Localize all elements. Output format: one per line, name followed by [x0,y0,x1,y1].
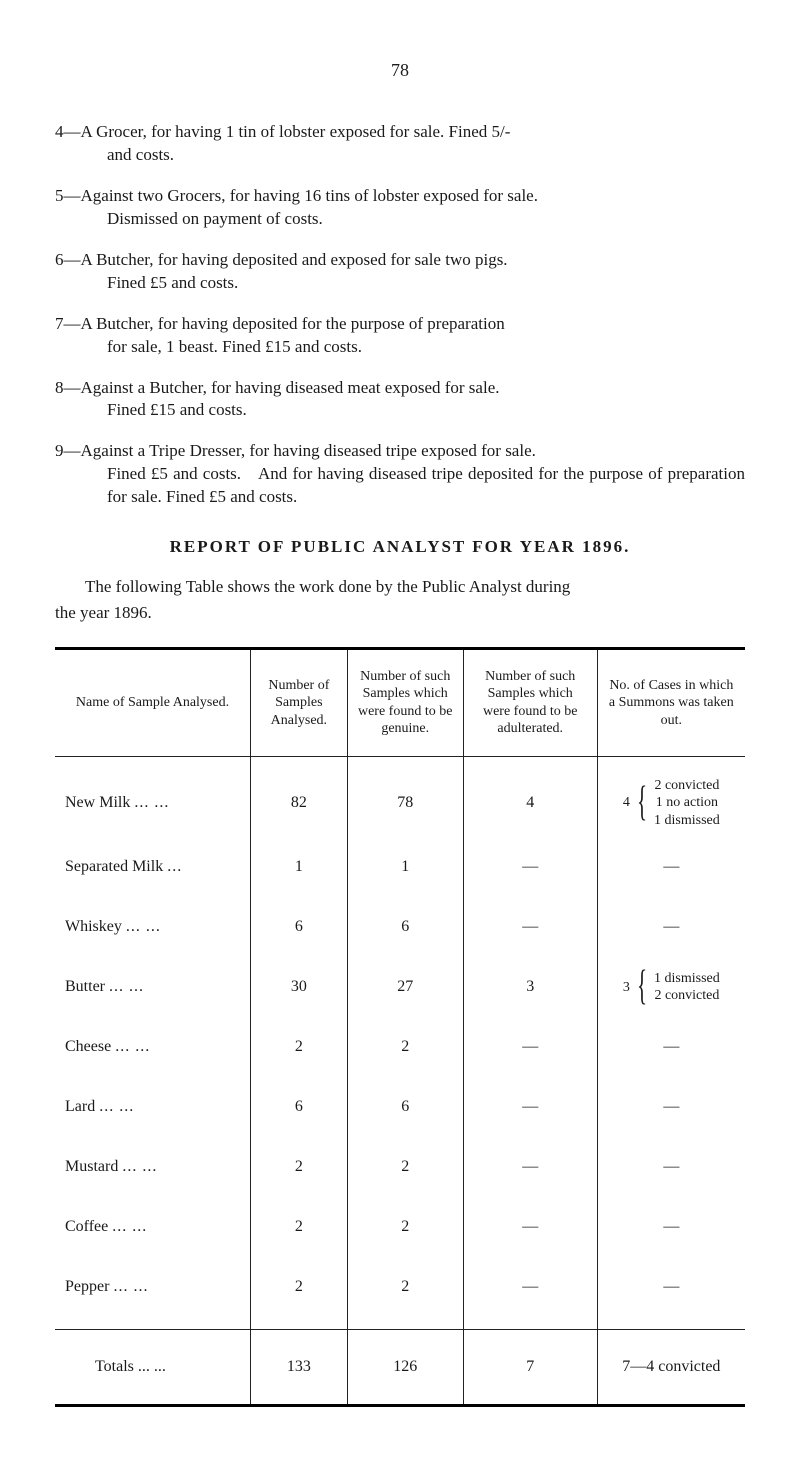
cell-cases: 3{1 dismissed2 convicted [597,957,745,1017]
analyst-table: Name of Sample Analysed. Number of Sampl… [55,647,745,1408]
table-row: Coffee ... ...22—— [55,1197,745,1257]
spacer-row [55,756,745,769]
cell-cases: — [597,1197,745,1257]
cell-genuine: 6 [347,897,463,957]
item-cont: for sale, 1 beast. Fined £15 and costs. [55,336,745,359]
cell-adulterated: — [463,1257,597,1317]
cell-analysed: 1 [251,837,348,897]
cell-adulterated: 3 [463,957,597,1017]
table-row: Whiskey ... ...66—— [55,897,745,957]
prosecution-item: 8—Against a Butcher, for having diseased… [55,377,745,423]
item-lead: 4—A Grocer, for having 1 tin of lobster … [55,121,745,144]
cell-adulterated: 4 [463,769,597,838]
table-row: Butter ... ...302733{1 dismissed2 convic… [55,957,745,1017]
cell-cases: — [597,837,745,897]
totals-analysed: 133 [251,1330,348,1406]
cell-name: Butter ... ... [55,957,251,1017]
cell-analysed: 30 [251,957,348,1017]
item-lead: 6—A Butcher, for having deposited and ex… [55,249,745,272]
cell-name: Whiskey ... ... [55,897,251,957]
spacer-row [55,1317,745,1330]
cell-adulterated: — [463,1137,597,1197]
cell-cases: 4{2 convicted1 no action1 dismissed [597,769,745,838]
cell-name: Separated Milk ... [55,837,251,897]
table-row: Separated Milk ...11—— [55,837,745,897]
item-lead: 7—A Butcher, for having deposited for th… [55,313,745,336]
intro-paragraph: The following Table shows the work done … [55,575,745,599]
col-header-genuine: Number of such Samples which were found … [347,648,463,756]
cell-genuine: 2 [347,1017,463,1077]
cell-name: Lard ... ... [55,1077,251,1137]
prosecution-item: 6—A Butcher, for having deposited and ex… [55,249,745,295]
col-header-analysed: Number of Samples Analysed. [251,648,348,756]
prosecution-item: 9—Against a Tripe Dresser, for having di… [55,440,745,509]
col-header-cases: No. of Cases in which a Summons was take… [597,648,745,756]
intro-line-2: the year 1896. [55,601,745,625]
item-lead: 9—Against a Tripe Dresser, for having di… [55,440,745,463]
prosecution-item: 4—A Grocer, for having 1 tin of lobster … [55,121,745,167]
cell-genuine: 1 [347,837,463,897]
cell-genuine: 2 [347,1137,463,1197]
cell-genuine: 2 [347,1257,463,1317]
cell-genuine: 2 [347,1197,463,1257]
item-cont: Fined £15 and costs. [55,399,745,422]
page-container: 78 4—A Grocer, for having 1 tin of lobst… [0,0,800,1447]
cell-analysed: 2 [251,1257,348,1317]
totals-genuine: 126 [347,1330,463,1406]
cell-analysed: 6 [251,897,348,957]
table-row: New Milk ... ...827844{2 convicted1 no a… [55,769,745,838]
table-row: Pepper ... ...22—— [55,1257,745,1317]
cell-name: Mustard ... ... [55,1137,251,1197]
prosecution-list: 4—A Grocer, for having 1 tin of lobster … [55,121,745,509]
cell-adulterated: — [463,897,597,957]
item-cont: Fined £5 and costs. [55,272,745,295]
table-row: Mustard ... ...22—— [55,1137,745,1197]
item-lead: 5—Against two Grocers, for having 16 tin… [55,185,745,208]
cell-analysed: 2 [251,1017,348,1077]
cell-cases: — [597,1077,745,1137]
page-number: 78 [55,60,745,81]
cell-name: Coffee ... ... [55,1197,251,1257]
cell-analysed: 2 [251,1197,348,1257]
cell-genuine: 78 [347,769,463,838]
cell-name: New Milk ... ... [55,769,251,838]
item-lead: 8—Against a Butcher, for having diseased… [55,377,745,400]
prosecution-item: 5—Against two Grocers, for having 16 tin… [55,185,745,231]
totals-row: Totals ... ... 133 126 7 7—4 convicted [55,1330,745,1406]
report-heading: REPORT OF PUBLIC ANALYST FOR YEAR 1896. [55,537,745,557]
col-header-name: Name of Sample Analysed. [55,648,251,756]
cell-genuine: 6 [347,1077,463,1137]
table-row: Lard ... ...66—— [55,1077,745,1137]
cell-adulterated: — [463,1197,597,1257]
table-row: Cheese ... ...22—— [55,1017,745,1077]
prosecution-item: 7—A Butcher, for having deposited for th… [55,313,745,359]
cell-genuine: 27 [347,957,463,1017]
cell-analysed: 2 [251,1137,348,1197]
cell-cases: — [597,1137,745,1197]
cell-analysed: 6 [251,1077,348,1137]
totals-label: Totals ... ... [55,1330,251,1406]
cell-adulterated: — [463,1077,597,1137]
cell-name: Pepper ... ... [55,1257,251,1317]
cell-cases: — [597,1257,745,1317]
item-cont: and costs. [55,144,745,167]
col-header-adulterated: Number of such Samples which were found … [463,648,597,756]
item-cont: Fined £5 and costs. And for having disea… [55,463,745,509]
cell-adulterated: — [463,1017,597,1077]
table-header-row: Name of Sample Analysed. Number of Sampl… [55,648,745,756]
cell-adulterated: — [463,837,597,897]
cell-name: Cheese ... ... [55,1017,251,1077]
cell-cases: — [597,1017,745,1077]
cell-analysed: 82 [251,769,348,838]
totals-cases: 7—4 convicted [597,1330,745,1406]
item-cont: Dismissed on payment of costs. [55,208,745,231]
intro-line-1: The following Table shows the work done … [55,575,745,599]
cell-cases: — [597,897,745,957]
totals-adulterated: 7 [463,1330,597,1406]
